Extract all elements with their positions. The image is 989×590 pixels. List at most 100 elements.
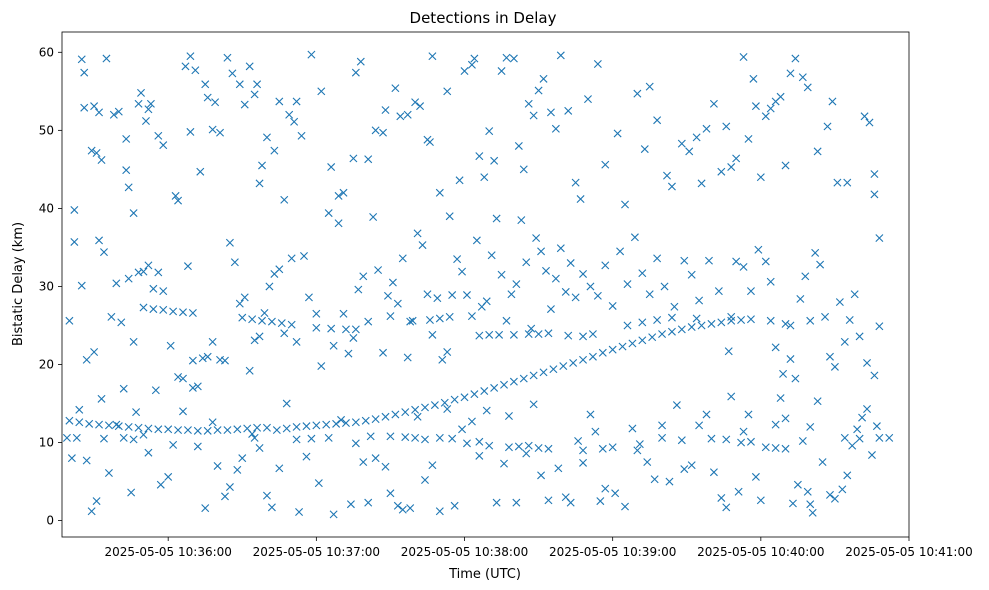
data-point: [502, 316, 511, 325]
data-point: [766, 277, 775, 286]
data-point: [722, 122, 731, 131]
data-point: [596, 497, 605, 506]
data-point: [381, 106, 390, 115]
data-point: [127, 488, 136, 497]
data-point: [453, 255, 462, 264]
data-point: [122, 166, 131, 175]
data-point: [722, 435, 731, 444]
data-point: [512, 280, 521, 289]
data-point: [188, 356, 197, 365]
data-point: [381, 412, 390, 421]
data-point: [692, 314, 701, 323]
data-point: [351, 325, 360, 334]
data-point: [164, 472, 173, 481]
data-point: [450, 395, 459, 404]
data-point: [732, 257, 741, 266]
data-point: [329, 341, 338, 350]
data-point: [734, 487, 743, 496]
data-point: [312, 309, 321, 318]
data-point: [174, 426, 183, 435]
data-point: [361, 416, 370, 425]
data-point: [216, 128, 225, 137]
data-point: [371, 415, 380, 424]
data-point: [746, 287, 755, 296]
data-point: [213, 461, 222, 470]
data-point: [544, 496, 553, 505]
data-point: [744, 410, 753, 419]
data-point: [470, 390, 479, 399]
data-point: [467, 417, 476, 426]
data-point: [791, 54, 800, 63]
data-point: [423, 290, 432, 299]
data-point: [653, 116, 662, 125]
data-point: [223, 426, 232, 435]
data-point: [203, 352, 212, 361]
data-point: [366, 432, 375, 441]
data-point: [149, 305, 158, 314]
data-point: [364, 155, 373, 164]
data-point: [327, 324, 336, 333]
data-point: [571, 178, 580, 187]
data-point: [559, 362, 568, 371]
data-point: [771, 420, 780, 429]
x-tick-label: 2025-05-05 10:37:00: [253, 545, 380, 559]
data-point: [497, 67, 506, 76]
data-point: [517, 216, 526, 225]
data-point: [144, 448, 153, 457]
data-point: [317, 362, 326, 371]
data-point: [843, 178, 852, 187]
data-point: [411, 405, 420, 414]
data-point: [786, 69, 795, 78]
data-point: [275, 265, 284, 274]
data-point: [692, 133, 701, 142]
data-point: [756, 496, 765, 505]
data-point: [248, 429, 257, 438]
data-point: [608, 345, 617, 354]
data-point: [258, 316, 267, 325]
data-point: [460, 67, 469, 76]
data-point: [492, 214, 501, 223]
data-point: [107, 312, 116, 321]
data-point: [727, 312, 736, 321]
data-point: [122, 134, 131, 143]
data-point: [240, 293, 249, 302]
data-point: [509, 54, 518, 63]
data-point: [586, 410, 595, 419]
data-point: [166, 341, 175, 350]
data-point: [623, 280, 632, 289]
data-point: [364, 317, 373, 326]
data-point: [539, 368, 548, 377]
data-point: [255, 179, 264, 188]
data-point: [203, 93, 212, 102]
data-point: [534, 86, 543, 95]
data-point: [80, 68, 89, 77]
data-point: [193, 442, 202, 451]
data-point: [255, 444, 264, 453]
data-point: [761, 112, 770, 121]
data-point: [556, 244, 565, 253]
data-point: [462, 439, 471, 448]
data-point: [601, 484, 610, 493]
data-point: [576, 195, 585, 204]
data-point: [781, 444, 790, 453]
plot-frame: [61, 31, 910, 538]
data-point: [406, 504, 415, 513]
data-point: [124, 183, 133, 192]
data-point: [460, 393, 469, 402]
data-point: [304, 293, 313, 302]
data-point: [149, 284, 158, 293]
x-tick-label: 2025-05-05 10:39:00: [549, 545, 676, 559]
data-point: [527, 324, 536, 333]
data-point: [863, 358, 872, 367]
data-point: [383, 291, 392, 300]
data-point: [497, 270, 506, 279]
data-point: [514, 141, 523, 150]
data-point: [670, 302, 679, 311]
data-point: [183, 262, 192, 271]
data-point: [146, 99, 155, 108]
data-point: [179, 374, 187, 383]
data-point: [386, 432, 395, 441]
data-point: [522, 258, 531, 267]
data-point: [314, 479, 323, 488]
data-point: [324, 209, 333, 218]
